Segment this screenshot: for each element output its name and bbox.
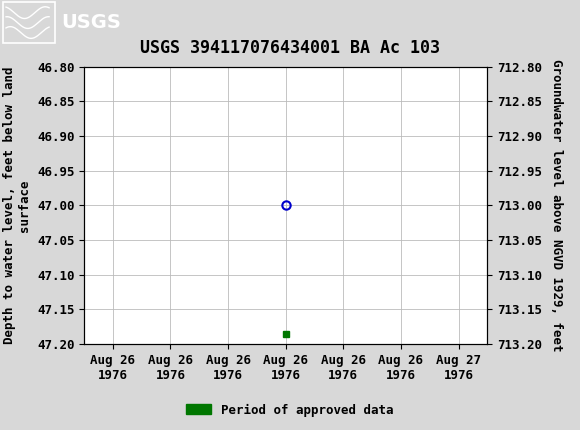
Bar (3, 2, 55, 43)
Y-axis label: Groundwater level above NGVD 1929, feet: Groundwater level above NGVD 1929, feet (550, 59, 563, 352)
Y-axis label: Depth to water level, feet below land
surface: Depth to water level, feet below land su… (3, 67, 31, 344)
Text: USGS 394117076434001 BA Ac 103: USGS 394117076434001 BA Ac 103 (140, 39, 440, 57)
Text: USGS: USGS (61, 13, 121, 32)
Legend: Period of approved data: Period of approved data (181, 399, 399, 421)
